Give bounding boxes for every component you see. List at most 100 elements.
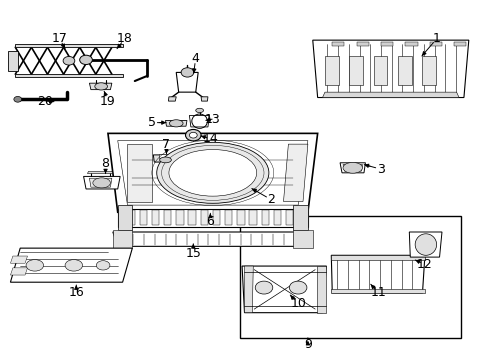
- Polygon shape: [140, 211, 147, 225]
- Polygon shape: [201, 97, 207, 101]
- Polygon shape: [293, 205, 307, 230]
- Polygon shape: [285, 211, 293, 225]
- Ellipse shape: [189, 132, 197, 138]
- Polygon shape: [244, 266, 253, 313]
- Text: 4: 4: [191, 51, 199, 64]
- Polygon shape: [108, 134, 317, 212]
- Polygon shape: [330, 255, 424, 293]
- Text: 18: 18: [117, 32, 133, 45]
- Polygon shape: [83, 176, 120, 189]
- Polygon shape: [8, 51, 18, 71]
- Text: 11: 11: [370, 287, 386, 300]
- Text: 9: 9: [304, 338, 311, 351]
- Text: 2: 2: [267, 193, 275, 206]
- Text: 15: 15: [185, 247, 201, 260]
- Polygon shape: [10, 268, 27, 275]
- Text: 12: 12: [416, 258, 432, 271]
- Bar: [331, 42, 344, 45]
- Bar: [348, 56, 362, 85]
- Polygon shape: [273, 211, 281, 225]
- Polygon shape: [339, 163, 365, 173]
- Polygon shape: [312, 40, 468, 98]
- Bar: [405, 42, 417, 45]
- Polygon shape: [113, 232, 312, 246]
- Polygon shape: [176, 72, 198, 92]
- Polygon shape: [330, 289, 424, 293]
- Polygon shape: [200, 211, 207, 225]
- Polygon shape: [261, 211, 268, 225]
- Ellipse shape: [414, 234, 436, 255]
- Text: 8: 8: [102, 157, 109, 170]
- Bar: [356, 42, 368, 45]
- Bar: [239, 216, 461, 338]
- Polygon shape: [153, 155, 177, 162]
- Ellipse shape: [195, 108, 203, 113]
- Polygon shape: [10, 256, 27, 263]
- Polygon shape: [224, 211, 232, 225]
- Ellipse shape: [342, 162, 362, 173]
- Ellipse shape: [26, 260, 43, 271]
- Ellipse shape: [157, 142, 268, 203]
- Ellipse shape: [159, 157, 171, 163]
- Polygon shape: [330, 255, 424, 260]
- Text: 19: 19: [100, 95, 116, 108]
- Ellipse shape: [63, 57, 75, 65]
- Polygon shape: [118, 205, 132, 230]
- Polygon shape: [249, 211, 256, 225]
- Polygon shape: [15, 44, 122, 47]
- Text: 7: 7: [162, 138, 170, 150]
- Text: 16: 16: [68, 287, 84, 300]
- Polygon shape: [342, 165, 362, 171]
- Bar: [429, 42, 441, 45]
- Ellipse shape: [80, 55, 92, 64]
- Polygon shape: [165, 121, 186, 126]
- Ellipse shape: [93, 178, 110, 188]
- Ellipse shape: [95, 83, 107, 90]
- Ellipse shape: [14, 96, 21, 102]
- Polygon shape: [87, 171, 113, 174]
- Bar: [453, 42, 466, 45]
- Polygon shape: [168, 97, 176, 101]
- Text: 1: 1: [432, 32, 440, 45]
- Bar: [422, 56, 435, 85]
- Text: 13: 13: [204, 113, 220, 126]
- Polygon shape: [176, 211, 183, 225]
- Polygon shape: [118, 209, 307, 226]
- Ellipse shape: [168, 149, 256, 196]
- Polygon shape: [188, 211, 195, 225]
- Polygon shape: [322, 92, 458, 98]
- Bar: [373, 56, 386, 85]
- Polygon shape: [242, 266, 326, 313]
- Ellipse shape: [65, 260, 82, 271]
- Polygon shape: [15, 74, 122, 77]
- Polygon shape: [293, 230, 312, 248]
- Text: 20: 20: [37, 95, 52, 108]
- Polygon shape: [163, 211, 171, 225]
- Ellipse shape: [289, 281, 306, 294]
- Polygon shape: [283, 144, 307, 202]
- Bar: [325, 56, 338, 85]
- Ellipse shape: [169, 120, 183, 127]
- Text: 6: 6: [206, 215, 214, 228]
- Text: 14: 14: [202, 132, 218, 145]
- Polygon shape: [212, 211, 220, 225]
- Polygon shape: [189, 116, 209, 127]
- Polygon shape: [127, 144, 152, 202]
- Polygon shape: [316, 266, 326, 313]
- Polygon shape: [10, 248, 132, 282]
- Polygon shape: [298, 211, 305, 225]
- Ellipse shape: [185, 130, 201, 141]
- Polygon shape: [159, 154, 171, 158]
- Ellipse shape: [181, 68, 193, 77]
- Polygon shape: [89, 83, 112, 90]
- Bar: [397, 56, 411, 85]
- Ellipse shape: [96, 261, 110, 270]
- Text: 5: 5: [147, 116, 156, 129]
- Text: 10: 10: [289, 297, 305, 310]
- Polygon shape: [237, 211, 244, 225]
- Text: 17: 17: [51, 32, 67, 45]
- Ellipse shape: [255, 281, 272, 294]
- Bar: [380, 42, 392, 45]
- Polygon shape: [113, 230, 132, 248]
- Polygon shape: [118, 140, 307, 205]
